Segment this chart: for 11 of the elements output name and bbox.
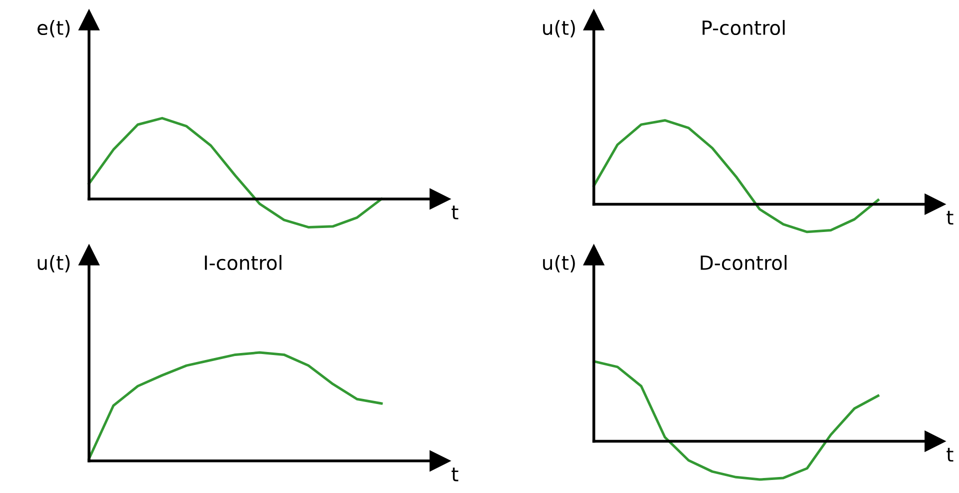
y-axis-title: u(t)	[543, 20, 575, 38]
x-axis-title: t	[452, 468, 458, 482]
x-axis-title: t	[946, 448, 954, 462]
x-axis-title: t	[946, 210, 954, 225]
chart-title: P-control	[702, 20, 785, 36]
y-axis-title: u(t)	[543, 255, 575, 272]
chart-title: D-control	[700, 255, 786, 270]
x-axis-title: t	[452, 206, 458, 220]
chart-title: I-control	[204, 255, 282, 270]
y-axis-title: e(t)	[38, 20, 70, 38]
y-axis-title: u(t)	[38, 255, 70, 272]
